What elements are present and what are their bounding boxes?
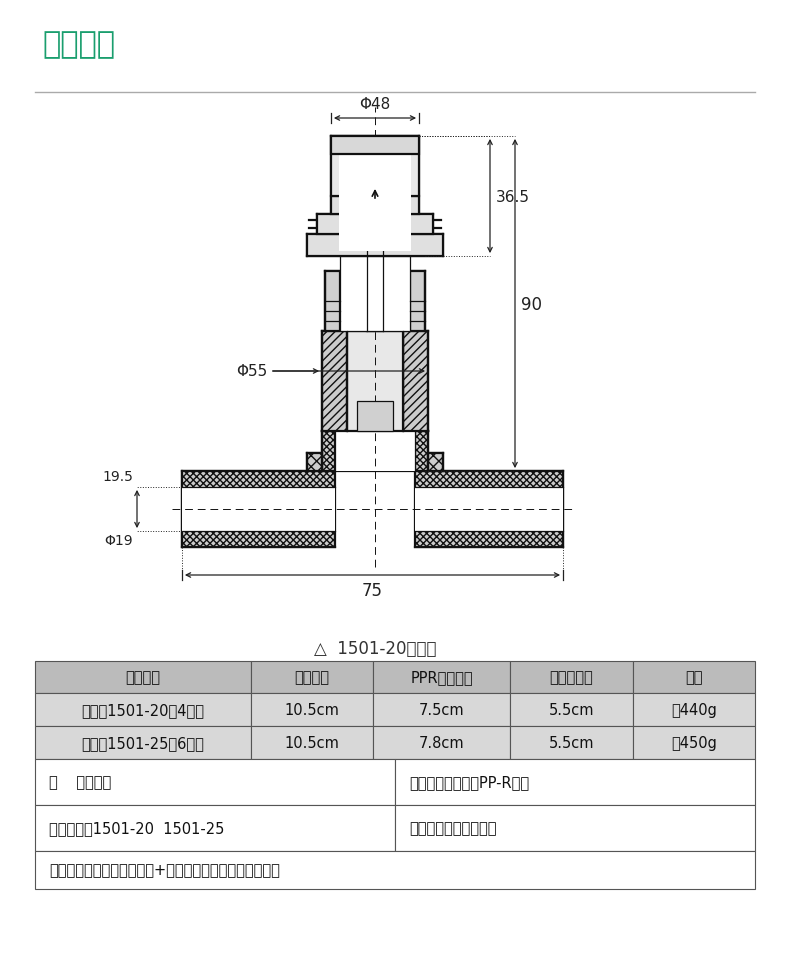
Text: 7.5cm: 7.5cm bbox=[419, 702, 465, 717]
Text: 产品型号：1501-20  1501-25: 产品型号：1501-20 1501-25 bbox=[49, 821, 224, 836]
Bar bbox=[410, 272, 425, 332]
Bar bbox=[633, 693, 755, 727]
Bar bbox=[35, 727, 251, 759]
Bar bbox=[367, 202, 383, 332]
Bar bbox=[633, 661, 755, 693]
Text: 19.5: 19.5 bbox=[102, 470, 133, 483]
Bar bbox=[35, 693, 251, 727]
Bar bbox=[510, 661, 633, 693]
Bar bbox=[415, 472, 563, 548]
Bar bbox=[339, 142, 411, 252]
Text: 10.5cm: 10.5cm bbox=[284, 702, 340, 717]
Bar bbox=[307, 234, 443, 257]
Bar bbox=[35, 759, 395, 805]
Text: Φ48: Φ48 bbox=[359, 97, 390, 111]
Text: 常规款1501-25（6分）: 常规款1501-25（6分） bbox=[81, 735, 205, 751]
Bar bbox=[403, 332, 428, 431]
Bar bbox=[182, 472, 335, 548]
Text: 产品参数: 产品参数 bbox=[42, 30, 115, 59]
Bar bbox=[415, 487, 563, 531]
Bar bbox=[307, 454, 322, 472]
Bar bbox=[340, 257, 410, 332]
Text: 产品名称：快开式PP-R暗阀: 产品名称：快开式PP-R暗阀 bbox=[409, 775, 529, 790]
Bar bbox=[35, 805, 395, 851]
Bar bbox=[335, 431, 415, 472]
Text: 净重: 净重 bbox=[685, 670, 702, 685]
Bar bbox=[415, 431, 428, 472]
Bar bbox=[35, 851, 755, 889]
Bar bbox=[317, 214, 433, 234]
Text: 装饰盖直径: 装饰盖直径 bbox=[550, 670, 593, 685]
Text: 约450g: 约450g bbox=[671, 735, 717, 751]
Text: 常规款1501-20（4分）: 常规款1501-20（4分） bbox=[81, 702, 205, 717]
Text: 主体材质：阀芯部分为全铜+陶瓷阀芯、手柄部分为锌合金: 主体材质：阀芯部分为全铜+陶瓷阀芯、手柄部分为锌合金 bbox=[49, 863, 280, 877]
Bar bbox=[510, 727, 633, 759]
Text: Φ19: Φ19 bbox=[104, 533, 133, 548]
Bar bbox=[374, 661, 510, 693]
Text: 90: 90 bbox=[521, 295, 542, 313]
Bar bbox=[347, 332, 403, 431]
Text: 型号规格: 型号规格 bbox=[126, 670, 160, 685]
Bar bbox=[182, 487, 335, 531]
Bar bbox=[428, 454, 443, 472]
Bar bbox=[251, 661, 374, 693]
Text: Φ55: Φ55 bbox=[235, 364, 267, 379]
Text: 7.8cm: 7.8cm bbox=[419, 735, 465, 751]
Bar bbox=[374, 727, 510, 759]
Bar bbox=[331, 197, 419, 214]
Text: 产品颜色：绿色、白色: 产品颜色：绿色、白色 bbox=[409, 821, 496, 836]
Bar bbox=[510, 693, 633, 727]
Bar bbox=[322, 332, 347, 431]
Bar bbox=[251, 693, 374, 727]
Text: 5.5cm: 5.5cm bbox=[548, 702, 594, 717]
Bar bbox=[633, 727, 755, 759]
Text: PPR部分长度: PPR部分长度 bbox=[411, 670, 473, 685]
Bar bbox=[322, 431, 335, 472]
Text: 整体高度: 整体高度 bbox=[295, 670, 329, 685]
Text: 品    牌：伟星: 品 牌：伟星 bbox=[49, 775, 111, 790]
Bar bbox=[395, 805, 755, 851]
Text: 10.5cm: 10.5cm bbox=[284, 735, 340, 751]
Text: 75: 75 bbox=[362, 581, 383, 600]
Bar bbox=[325, 272, 340, 332]
Bar bbox=[331, 136, 419, 155]
Text: 36.5: 36.5 bbox=[496, 189, 530, 205]
Text: 5.5cm: 5.5cm bbox=[548, 735, 594, 751]
Text: △  1501-20尺寸图: △ 1501-20尺寸图 bbox=[314, 639, 436, 657]
Bar bbox=[331, 136, 419, 197]
Bar bbox=[35, 661, 251, 693]
Bar bbox=[357, 402, 393, 431]
Bar bbox=[251, 727, 374, 759]
Bar bbox=[374, 693, 510, 727]
Bar bbox=[395, 759, 755, 805]
Text: 约440g: 约440g bbox=[671, 702, 717, 717]
